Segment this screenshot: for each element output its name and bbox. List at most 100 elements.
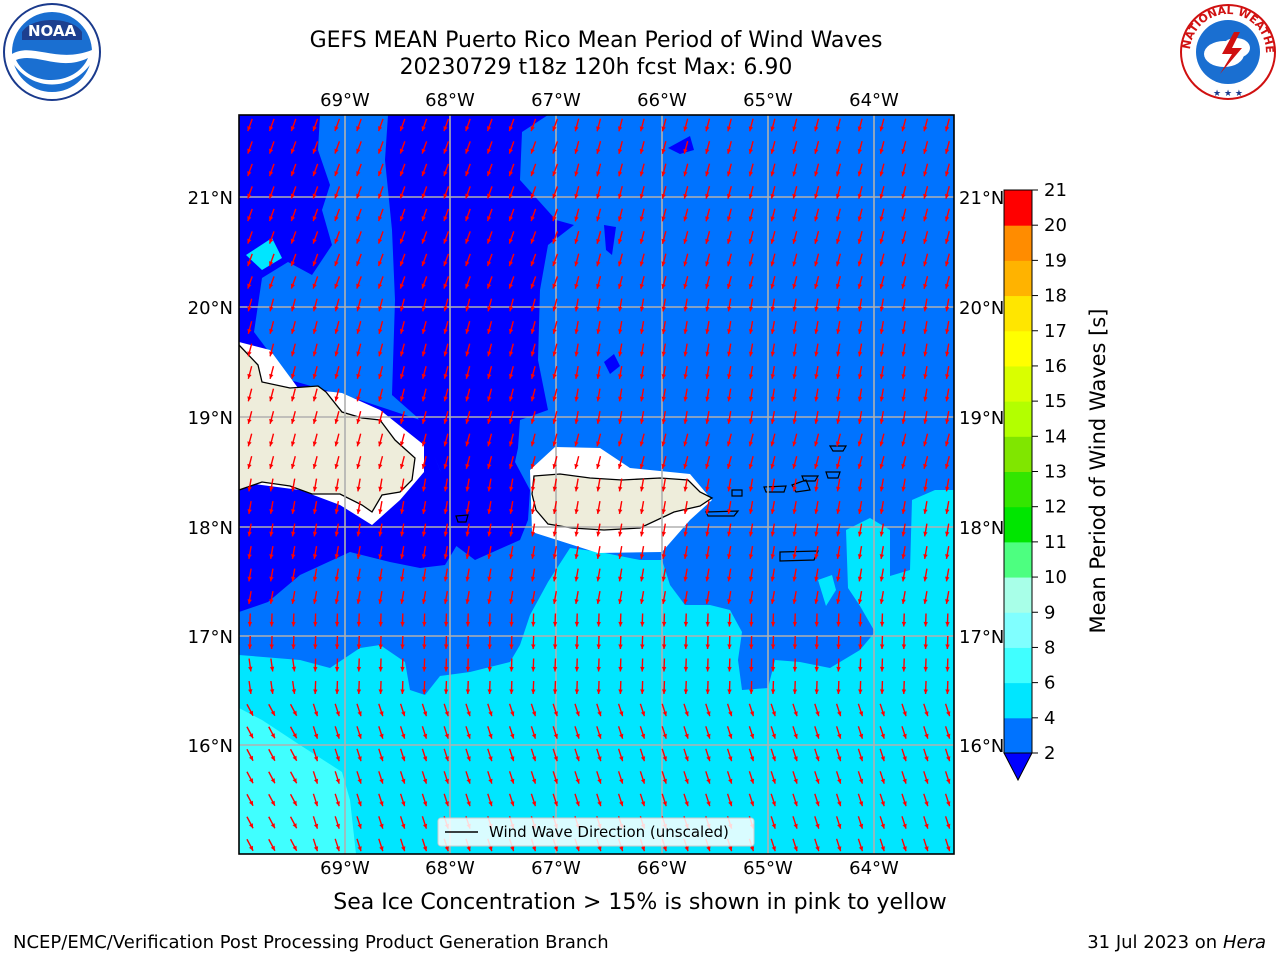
wind-wave-arrow	[508, 276, 515, 289]
wind-wave-arrow	[465, 635, 471, 650]
wind-wave-arrow	[552, 276, 559, 289]
lat-label: 19°N	[188, 408, 233, 429]
wind-wave-arrow	[748, 456, 754, 469]
lat-label: 17°N	[188, 627, 233, 648]
wind-wave-arrow	[901, 456, 907, 469]
wind-wave-arrow	[268, 793, 276, 807]
wind-wave-arrow	[290, 388, 296, 402]
wind-wave-arrow	[683, 500, 688, 515]
wind-wave-arrow	[531, 658, 536, 672]
wind-wave-arrow	[792, 793, 798, 807]
wind-wave-arrow	[748, 141, 754, 154]
wind-wave-arrow	[334, 141, 341, 154]
wind-wave-arrow	[748, 748, 755, 762]
wind-wave-arrow	[814, 253, 820, 267]
wind-wave-arrow	[879, 163, 885, 177]
wind-wave-arrow	[312, 141, 319, 154]
wind-wave-arrow	[269, 658, 275, 672]
wind-wave-arrow	[552, 523, 558, 537]
lon-label: 67°W	[531, 90, 581, 111]
wind-wave-arrow	[770, 163, 776, 177]
wind-wave-arrow	[530, 478, 536, 492]
wind-wave-arrow	[792, 680, 798, 695]
wind-wave-arrow	[618, 365, 623, 380]
wind-wave-arrow	[574, 433, 580, 447]
wind-wave-arrow	[901, 433, 907, 447]
wind-wave-arrow	[661, 568, 667, 582]
wind-wave-arrow	[814, 838, 820, 852]
wind-wave-arrow	[814, 298, 819, 312]
wind-wave-arrow	[356, 343, 362, 357]
wind-wave-arrow	[923, 748, 929, 762]
wind-wave-arrow	[378, 703, 384, 717]
wind-wave-arrow	[835, 748, 842, 762]
wind-wave-arrow	[596, 186, 602, 199]
wind-wave-arrow	[486, 141, 493, 154]
wind-wave-arrow	[530, 118, 537, 132]
wind-wave-arrow	[814, 208, 820, 222]
wind-wave-arrow	[705, 613, 710, 627]
wind-wave-arrow	[901, 478, 906, 492]
wind-wave-arrow	[443, 500, 449, 515]
wind-wave-arrow	[901, 726, 907, 739]
wind-wave-arrow	[945, 320, 950, 335]
wind-wave-arrow	[726, 771, 733, 784]
wind-wave-arrow	[639, 748, 646, 762]
wind-wave-arrow	[748, 500, 754, 515]
wind-wave-arrow	[334, 433, 340, 447]
wind-wave-arrow	[945, 478, 950, 492]
wind-wave-arrow	[879, 771, 885, 784]
wind-wave-arrow	[530, 388, 536, 402]
colorbar-tick-label: 12	[1044, 497, 1067, 518]
wind-wave-arrow	[465, 613, 471, 627]
wind-wave-arrow	[312, 456, 318, 469]
wind-wave-arrow	[618, 680, 623, 695]
wind-wave-arrow	[290, 253, 297, 267]
wind-wave-arrow	[683, 163, 689, 177]
wind-wave-arrow	[770, 523, 776, 537]
wind-wave-arrow	[552, 703, 558, 717]
wind-wave-arrow	[312, 816, 319, 829]
wind-wave-arrow	[487, 635, 492, 650]
wind-wave-arrow	[726, 793, 733, 807]
wind-wave-arrow	[289, 748, 298, 762]
colorbar-segment	[1004, 577, 1032, 613]
wind-wave-arrow	[857, 726, 864, 739]
wind-wave-arrow	[465, 771, 471, 784]
wind-wave-arrow	[661, 771, 667, 784]
wind-wave-arrow	[901, 388, 906, 402]
wind-wave-arrow	[748, 703, 755, 717]
wind-wave-arrow	[596, 635, 601, 650]
wind-wave-arrow	[530, 793, 537, 807]
wind-wave-arrow	[486, 118, 493, 132]
wind-wave-arrow	[487, 298, 493, 312]
lon-labels-bottom: 69°W 68°W 67°W 66°W 65°W 64°W	[320, 858, 899, 879]
wind-wave-arrow	[443, 141, 450, 154]
wind-wave-arrow	[901, 793, 907, 807]
wind-wave-arrow	[247, 321, 253, 334]
wind-wave-arrow	[857, 410, 863, 425]
wind-wave-arrow	[945, 613, 950, 627]
wind-wave-arrow	[748, 186, 754, 199]
wind-wave-arrow	[421, 298, 427, 312]
colorbar-tick-label: 10	[1044, 567, 1067, 588]
wind-wave-arrow	[814, 186, 820, 199]
wind-wave-arrow	[661, 635, 667, 650]
wind-wave-arrow	[465, 276, 471, 289]
wind-wave-arrow	[617, 771, 624, 784]
wind-wave-arrow	[814, 793, 820, 807]
wind-wave-arrow	[683, 231, 689, 244]
wind-wave-arrow	[901, 320, 906, 335]
wind-wave-arrow	[879, 186, 885, 199]
wind-wave-arrow	[814, 816, 820, 829]
wind-wave-arrow	[378, 523, 383, 537]
wind-wave-arrow	[552, 613, 558, 627]
wind-wave-arrow	[727, 365, 732, 380]
wind-wave-arrow	[661, 748, 667, 762]
wind-wave-arrow	[945, 680, 950, 695]
wind-wave-arrow	[748, 118, 754, 132]
wind-wave-arrow	[727, 500, 732, 515]
wind-wave-arrow	[465, 568, 470, 582]
wind-wave-arrow	[421, 771, 428, 784]
wind-wave-arrow	[792, 298, 797, 312]
